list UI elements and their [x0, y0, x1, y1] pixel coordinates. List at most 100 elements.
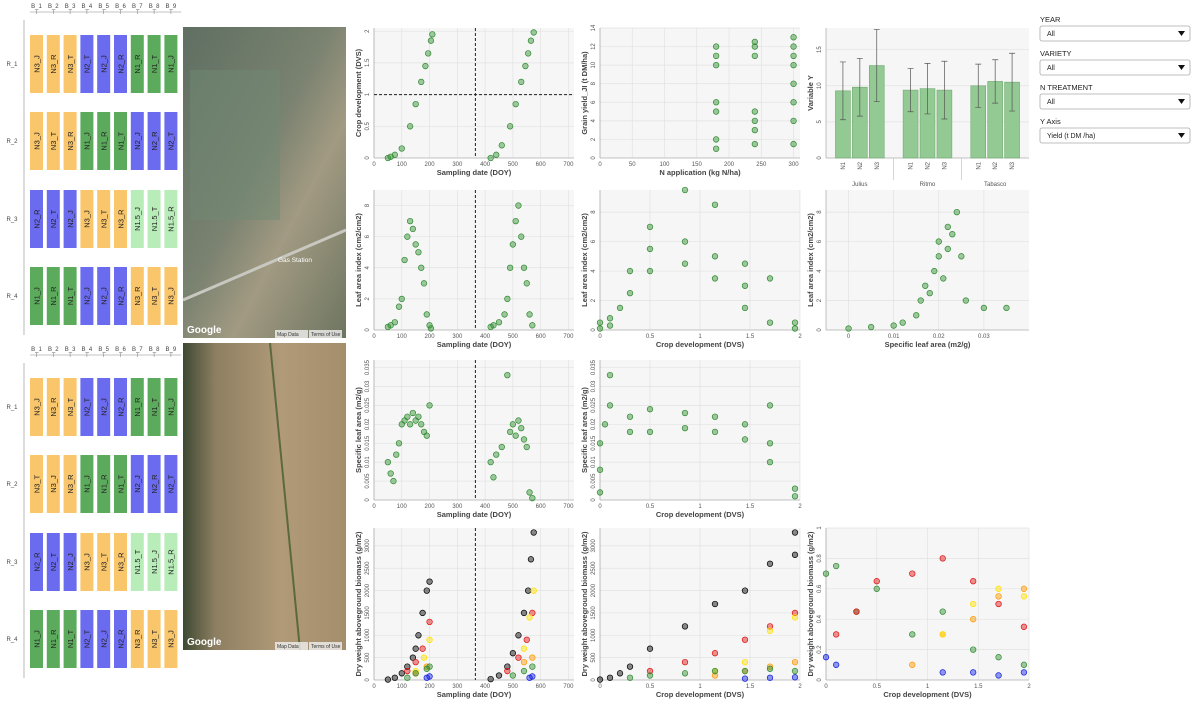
data-point[interactable] — [531, 30, 537, 36]
data-point[interactable] — [421, 655, 427, 661]
data-point[interactable] — [752, 53, 758, 59]
data-point[interactable] — [510, 422, 516, 428]
data-point[interactable] — [627, 414, 633, 420]
data-point[interactable] — [393, 452, 399, 458]
data-point[interactable] — [791, 99, 797, 105]
data-point[interactable] — [418, 79, 424, 85]
data-point[interactable] — [531, 530, 537, 536]
data-point[interactable] — [531, 588, 537, 594]
data-point[interactable] — [712, 601, 718, 607]
data-point[interactable] — [647, 268, 653, 274]
data-point[interactable] — [918, 298, 924, 304]
data-point[interactable] — [742, 659, 748, 665]
data-point[interactable] — [521, 668, 527, 674]
data-point[interactable] — [392, 675, 398, 681]
data-point[interactable] — [792, 530, 798, 536]
data-point[interactable] — [627, 675, 633, 681]
data-point[interactable] — [505, 668, 511, 674]
data-point[interactable] — [413, 101, 419, 107]
data-point[interactable] — [996, 594, 1002, 600]
data-point[interactable] — [712, 202, 718, 208]
data-point[interactable] — [527, 615, 533, 621]
data-point[interactable] — [996, 601, 1002, 607]
data-point[interactable] — [712, 668, 718, 674]
data-point[interactable] — [597, 677, 603, 683]
data-point[interactable] — [493, 152, 499, 158]
data-point[interactable] — [792, 659, 798, 665]
data-point[interactable] — [647, 224, 653, 230]
data-point[interactable] — [516, 632, 522, 638]
data-point[interactable] — [521, 610, 527, 616]
data-point[interactable] — [742, 305, 748, 311]
data-point[interactable] — [1021, 670, 1027, 676]
data-point[interactable] — [682, 659, 688, 665]
dropdown-value[interactable]: Yield (t DM /ha) — [1047, 133, 1095, 140]
data-point[interactable] — [792, 486, 798, 492]
data-point[interactable] — [516, 418, 522, 424]
data-point[interactable] — [996, 654, 1002, 660]
data-point[interactable] — [424, 312, 430, 318]
data-point[interactable] — [940, 670, 946, 676]
data-point[interactable] — [712, 650, 718, 656]
dropdown-value[interactable]: All — [1047, 31, 1055, 38]
data-point[interactable] — [742, 422, 748, 428]
data-point[interactable] — [682, 410, 688, 416]
data-point[interactable] — [607, 315, 613, 321]
data-point[interactable] — [521, 659, 527, 665]
data-point[interactable] — [627, 664, 633, 670]
data-point[interactable] — [712, 276, 718, 282]
data-point[interactable] — [521, 265, 527, 271]
data-point[interactable] — [597, 467, 603, 473]
data-point[interactable] — [627, 290, 633, 296]
data-point[interactable] — [742, 437, 748, 443]
data-point[interactable] — [682, 187, 688, 193]
data-point[interactable] — [996, 586, 1002, 592]
dropdown-value[interactable]: All — [1047, 65, 1055, 72]
data-point[interactable] — [420, 646, 426, 652]
data-point[interactable] — [742, 283, 748, 289]
data-point[interactable] — [742, 676, 748, 682]
data-point[interactable] — [682, 261, 688, 267]
data-point[interactable] — [491, 323, 497, 329]
data-point[interactable] — [488, 459, 494, 465]
satellite-map[interactable] — [183, 343, 346, 650]
data-point[interactable] — [428, 38, 434, 44]
data-point[interactable] — [513, 218, 519, 224]
data-point[interactable] — [410, 410, 416, 416]
data-point[interactable] — [954, 209, 960, 215]
data-point[interactable] — [396, 304, 402, 310]
data-point[interactable] — [647, 246, 653, 252]
data-point[interactable] — [713, 146, 719, 152]
data-point[interactable] — [516, 203, 522, 209]
data-point[interactable] — [970, 578, 976, 584]
data-point[interactable] — [425, 51, 431, 57]
data-point[interactable] — [970, 601, 976, 607]
data-point[interactable] — [791, 81, 797, 87]
data-point[interactable] — [627, 268, 633, 274]
data-point[interactable] — [597, 490, 603, 496]
data-point[interactable] — [742, 637, 748, 643]
data-point[interactable] — [970, 647, 976, 653]
data-point[interactable] — [524, 444, 530, 450]
data-point[interactable] — [510, 242, 516, 248]
data-point[interactable] — [1021, 586, 1027, 592]
data-point[interactable] — [391, 478, 397, 484]
data-point[interactable] — [427, 403, 433, 409]
data-point[interactable] — [767, 666, 773, 672]
data-point[interactable] — [767, 561, 773, 567]
data-point[interactable] — [427, 637, 433, 643]
data-point[interactable] — [767, 403, 773, 409]
data-point[interactable] — [913, 312, 919, 318]
data-point[interactable] — [713, 53, 719, 59]
data-point[interactable] — [712, 254, 718, 260]
data-point[interactable] — [530, 655, 536, 661]
data-point[interactable] — [399, 670, 405, 676]
data-point[interactable] — [996, 673, 1002, 679]
data-point[interactable] — [407, 218, 413, 224]
data-point[interactable] — [950, 231, 956, 237]
data-point[interactable] — [607, 403, 613, 409]
data-point[interactable] — [521, 646, 527, 652]
data-point[interactable] — [767, 440, 773, 446]
data-point[interactable] — [970, 670, 976, 676]
data-point[interactable] — [959, 254, 965, 260]
